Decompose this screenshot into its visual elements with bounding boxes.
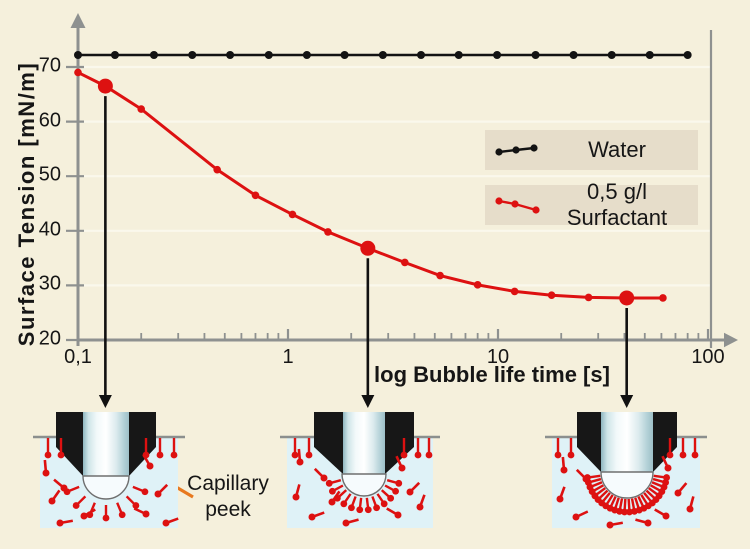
- x-tick-label-100: 100: [691, 346, 725, 368]
- legend-label-water: Water: [588, 137, 646, 162]
- y-tick-label-70: 70: [38, 54, 61, 77]
- bubble: [82, 475, 130, 500]
- x-tick-label-10: 10: [486, 346, 510, 368]
- axes: [66, 13, 738, 348]
- legend-item-surfactant: 0,5 g/l Surfactant: [485, 179, 698, 230]
- legend-label-surfactant: 0,5 g/l Surfactant: [566, 179, 668, 230]
- x-axis-title: log Bubble life time [s]: [374, 362, 610, 387]
- capillary-diagram-3: [545, 412, 707, 529]
- y-tick-label-50: 50: [38, 163, 61, 186]
- y-tick-label-40: 40: [38, 218, 61, 241]
- bubble: [600, 471, 654, 499]
- legend-item-water: Water: [485, 130, 698, 170]
- surfactant-line-marker: [495, 197, 540, 214]
- y-tick-label-60: 60: [38, 108, 61, 131]
- gridlines: [78, 30, 713, 348]
- y-tick-label-20: 20: [38, 327, 61, 350]
- glass-capillary-tube: [83, 412, 129, 476]
- capillary-diagram-1: [33, 412, 185, 528]
- capillary-diagram-2: [280, 412, 440, 528]
- x-tick-label-1: 1: [282, 346, 294, 368]
- capillary-diagrams: [33, 412, 707, 529]
- y-tick-label-30: 30: [38, 272, 61, 295]
- bubble: [341, 473, 387, 497]
- data-series: [74, 50, 692, 306]
- water-line-marker: [495, 144, 538, 156]
- x-tick-label-0,1: 0,1: [64, 346, 92, 368]
- y-axis-title: Surface Tension [mN/m]: [14, 61, 39, 347]
- glass-capillary-tube: [601, 412, 653, 472]
- glass-capillary-tube: [343, 412, 385, 474]
- capillary-peek-label: Capillary peek: [187, 472, 269, 521]
